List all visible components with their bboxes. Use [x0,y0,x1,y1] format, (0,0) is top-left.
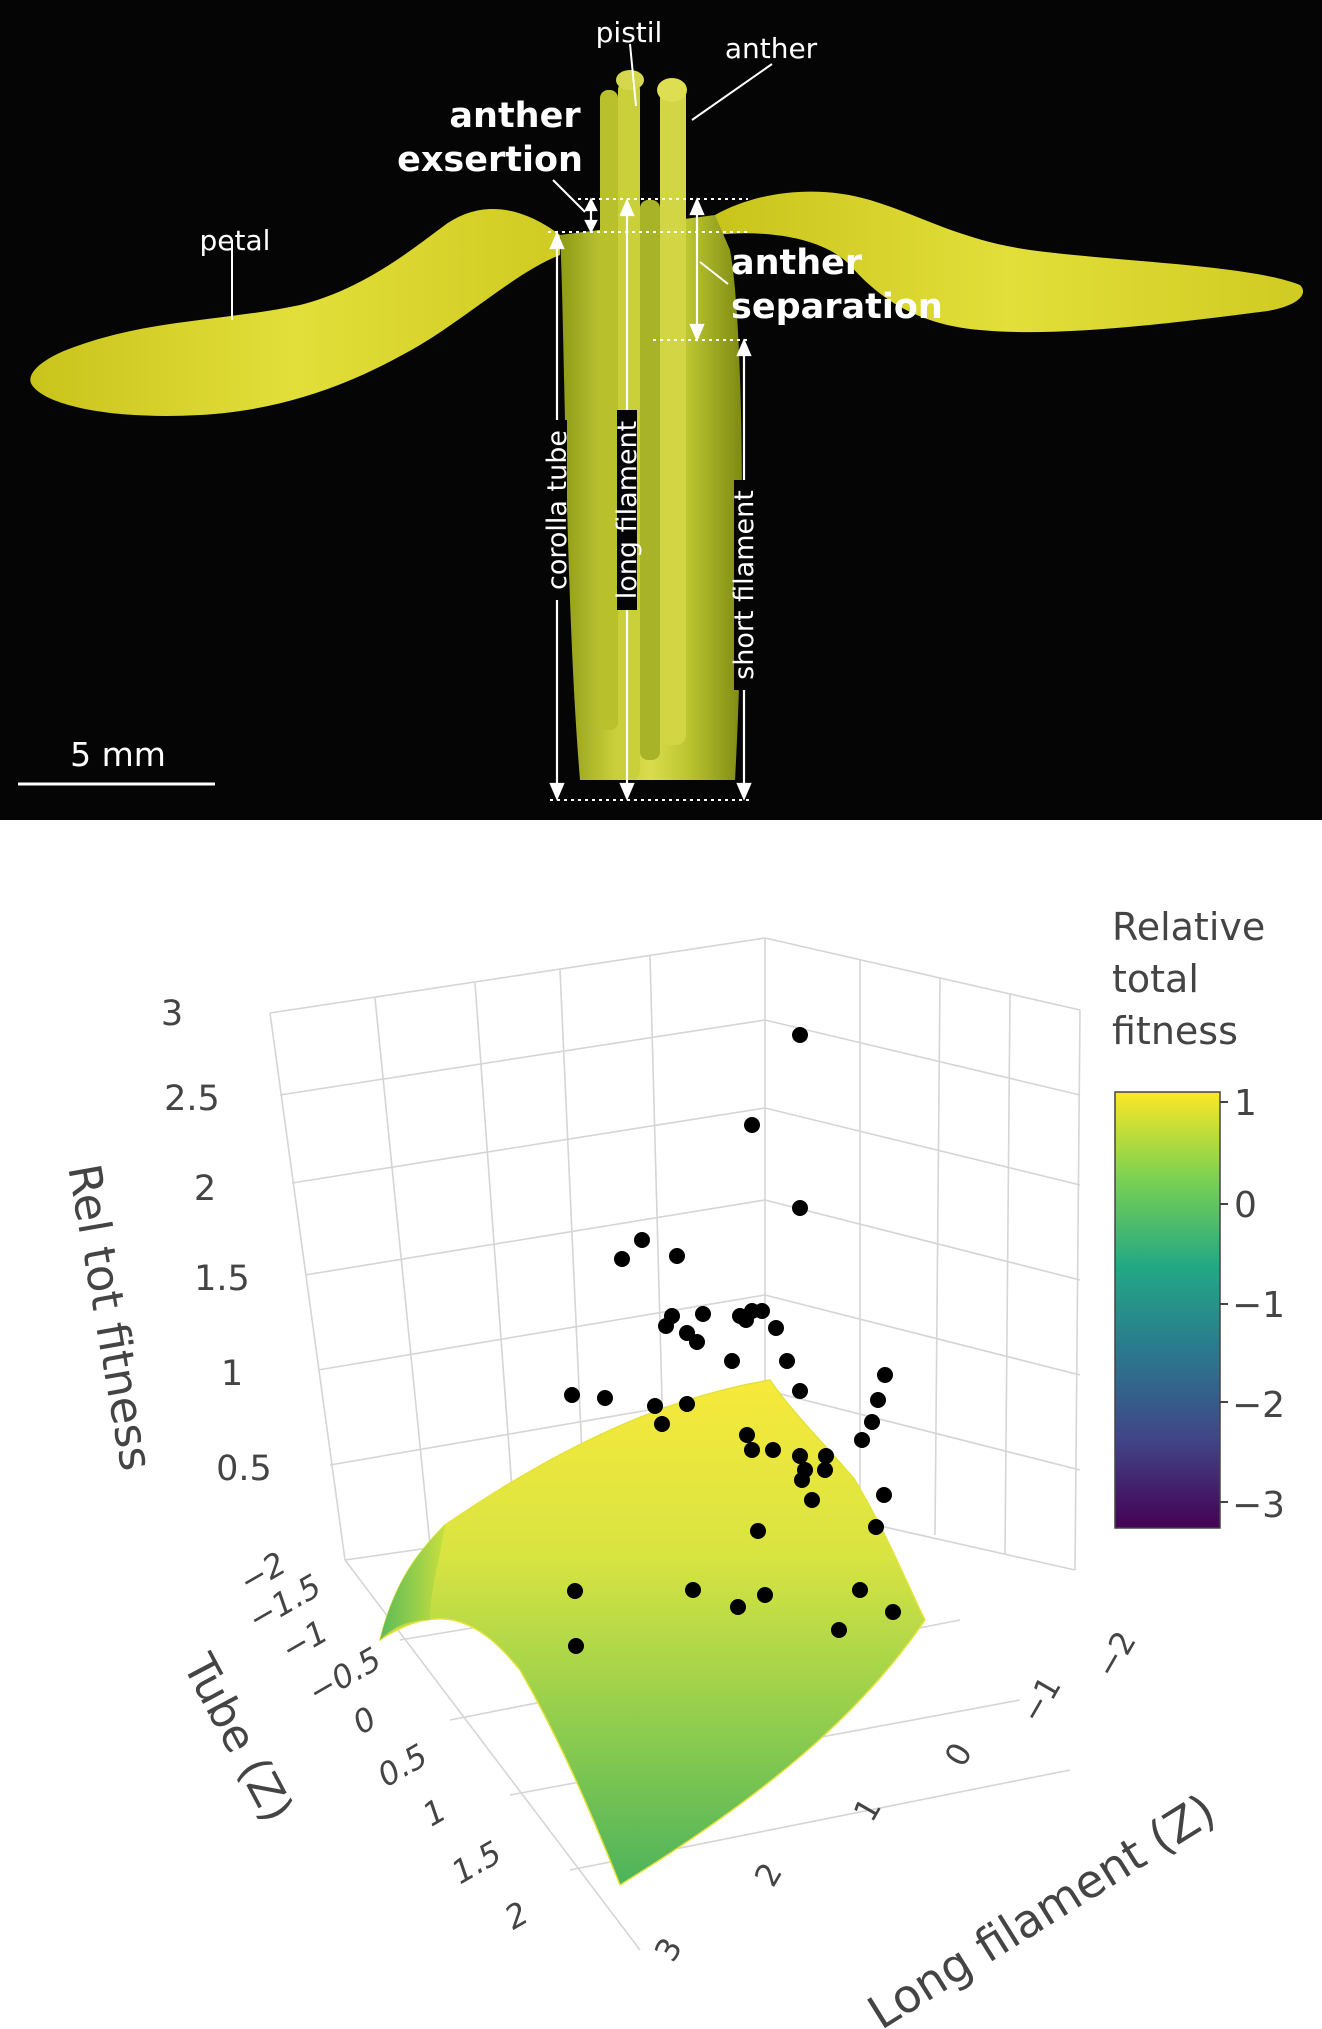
lf-tick-0: 0 [937,1736,980,1773]
anther-separation-label-2: separation [731,287,943,327]
colorbar [1114,1091,1221,1529]
cb-tick-1: 1 [1234,1083,1257,1124]
data-point [614,1251,630,1267]
anther-left-shape [600,90,618,730]
data-point [792,1448,808,1464]
data-point [877,1367,893,1383]
flower-photo: pistil anther anther exsertion petal ant… [0,0,1322,820]
data-point [754,1303,770,1319]
data-point [738,1312,754,1328]
left-petal [30,208,561,416]
data-point [724,1353,740,1369]
data-point [831,1622,847,1638]
cb-tick-neg1: −1 [1232,1285,1285,1326]
lf-tick-1: 1 [846,1791,889,1828]
colorbar-title-1: Relative [1112,905,1265,949]
data-point [750,1523,766,1539]
colorbar-title-2: total [1112,957,1199,1001]
data-point [654,1416,670,1432]
lf-tick-neg2: −2 [1087,1625,1143,1685]
data-point [564,1387,580,1403]
lf-tick-3: 3 [647,1931,690,1968]
data-point [779,1353,795,1369]
cb-tick-neg2: −2 [1232,1385,1285,1426]
scale-bar-label: 5 mm [70,735,166,774]
data-point [818,1448,834,1464]
anther-exsertion-label-2: exsertion [397,140,583,180]
tube-tick-0: 0 [346,1699,383,1742]
z-tick-2: 2 [194,1169,216,1209]
data-point [597,1390,613,1406]
data-point [792,1200,808,1216]
tube-tick-0.5: 0.5 [371,1736,434,1794]
short-filament-label: short filament [729,490,760,680]
data-point [647,1398,663,1414]
data-point [689,1334,705,1350]
data-point [695,1306,711,1322]
lf-tick-neg1: −1 [1012,1670,1068,1730]
data-point [757,1587,773,1603]
data-point [744,1442,760,1458]
data-point [634,1232,650,1248]
tube-axis-label: Tube (Z) [172,1645,303,1830]
data-point [854,1432,870,1448]
fitness-surface [378,1379,926,1887]
data-point [658,1318,674,1334]
data-point [567,1583,583,1599]
data-point [685,1582,701,1598]
data-point [868,1519,884,1535]
data-point [794,1472,810,1488]
data-point [876,1487,892,1503]
tube-tick-2: 2 [498,1894,535,1937]
lf-tick-2: 2 [747,1856,790,1893]
right-petal [715,191,1304,333]
z-tick-1: 1 [221,1354,243,1394]
data-point [768,1320,784,1336]
anther-right-shape [660,85,686,745]
long-filament-axis-label: Long filament (Z) [858,1783,1224,2029]
surface-plot: 3 2.5 2 1.5 1 0.5 Rel tot fitness −2 −1.… [0,820,1322,2029]
data-point [885,1604,901,1620]
data-point [817,1462,833,1478]
data-point [679,1396,695,1412]
data-point [792,1027,808,1043]
z-tick-3: 3 [161,994,183,1034]
anther-exsertion-label-1: anther [449,96,581,136]
data-point [804,1492,820,1508]
pistil-label: pistil [596,16,663,49]
colorbar-title-3: fitness [1112,1009,1238,1053]
data-point [864,1414,880,1430]
z-tick-1.5: 1.5 [194,1259,250,1299]
data-point [739,1427,755,1443]
data-points [564,1027,901,1654]
data-point [744,1117,760,1133]
data-point [852,1582,868,1598]
data-point [669,1248,685,1264]
cb-tick-0: 0 [1234,1185,1257,1226]
data-point [792,1383,808,1399]
petal-label: petal [200,224,271,257]
long-filament-label: long filament [612,421,643,600]
corolla-tube-label: corolla tube [542,430,573,590]
tube-tick-1: 1 [416,1791,453,1834]
data-point [730,1599,746,1615]
data-point [568,1638,584,1654]
z-tick-0.5: 0.5 [216,1449,272,1489]
anther-label: anther [725,32,818,65]
cb-tick-neg3: −3 [1232,1485,1285,1526]
anther-separation-label-1: anther [731,243,863,283]
data-point [870,1392,886,1408]
data-point [765,1442,781,1458]
z-axis-label: Rel tot fitness [57,1160,163,1474]
tube-tick-1.5: 1.5 [445,1833,508,1891]
z-tick-2.5: 2.5 [164,1079,220,1119]
